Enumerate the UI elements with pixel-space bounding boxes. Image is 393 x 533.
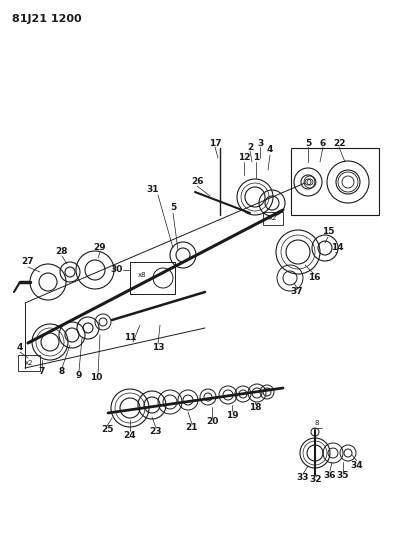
Text: 26: 26 [191, 177, 203, 187]
Text: 1: 1 [253, 152, 259, 161]
Text: 32: 32 [310, 475, 322, 484]
Text: 17: 17 [209, 139, 221, 148]
Bar [18, 355, 40, 371]
Text: 31: 31 [147, 185, 159, 195]
Text: x2: x2 [269, 215, 277, 221]
Text: 8: 8 [315, 420, 319, 426]
Text: 4: 4 [17, 343, 23, 352]
Text: 36: 36 [324, 471, 336, 480]
Text: 24: 24 [124, 431, 136, 440]
Text: 18: 18 [249, 403, 261, 413]
Text: 7: 7 [39, 367, 45, 376]
Text: 14: 14 [331, 244, 343, 253]
Text: 30: 30 [111, 265, 123, 274]
Text: 23: 23 [150, 427, 162, 437]
Text: 22: 22 [333, 139, 345, 148]
Text: 9: 9 [76, 370, 82, 379]
Bar [291, 148, 379, 215]
Text: 2: 2 [247, 142, 253, 151]
Text: 15: 15 [322, 228, 334, 237]
Text: 3: 3 [257, 139, 263, 148]
Text: 6: 6 [320, 139, 326, 148]
Text: 25: 25 [101, 425, 113, 434]
Text: 10: 10 [90, 374, 102, 383]
Text: 33: 33 [297, 473, 309, 482]
Text: 27: 27 [22, 257, 34, 266]
Text: 37: 37 [291, 287, 303, 296]
Text: x2: x2 [25, 360, 33, 366]
Text: 35: 35 [337, 471, 349, 480]
Text: 81J21 1200: 81J21 1200 [12, 14, 82, 24]
Bar [130, 262, 175, 294]
Text: 8: 8 [59, 367, 65, 376]
Text: 11: 11 [124, 334, 136, 343]
Text: 28: 28 [56, 247, 68, 256]
Text: 5: 5 [170, 204, 176, 213]
Text: 12: 12 [238, 152, 250, 161]
Text: 13: 13 [152, 343, 164, 352]
Text: 29: 29 [94, 244, 107, 253]
Text: 34: 34 [351, 461, 363, 470]
Text: 20: 20 [206, 417, 218, 426]
Text: 4: 4 [267, 146, 273, 155]
Text: x8: x8 [138, 272, 146, 278]
Text: 19: 19 [226, 410, 238, 419]
Text: 16: 16 [308, 273, 320, 282]
Text: 21: 21 [186, 424, 198, 432]
Bar [263, 212, 283, 225]
Text: 5: 5 [305, 139, 311, 148]
